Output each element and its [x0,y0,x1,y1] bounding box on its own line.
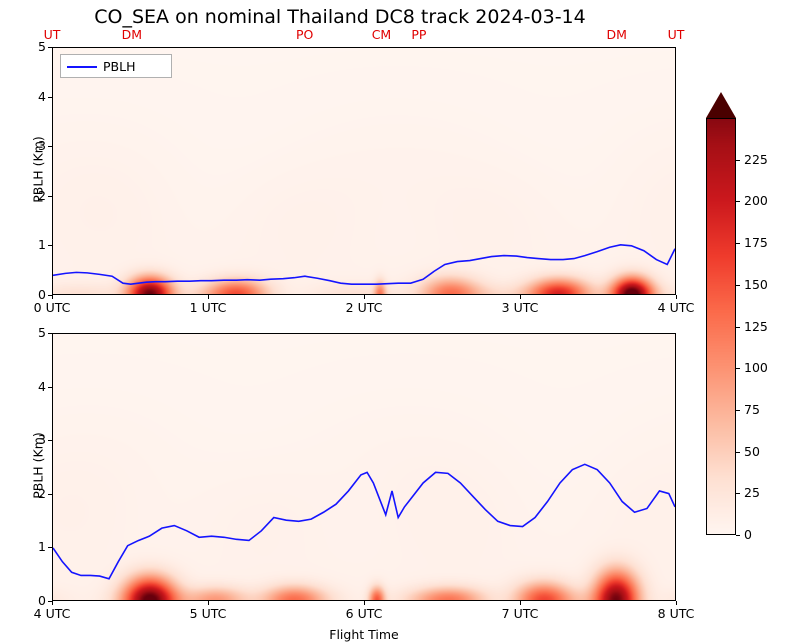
colorbar-tickmark-200 [736,201,740,203]
site-label-pp-4: PP [411,27,427,42]
page-title: CO_SEA on nominal Thailand DC8 track 202… [94,6,586,28]
xtick-bottom-2: 6 UTC [345,606,383,621]
ytick-bottom-1: 1 [38,539,46,555]
colorbar-gradient [706,118,736,535]
colorbar-tickmark-50 [736,451,740,453]
x-axis-label: Flight Time [329,627,399,642]
xtick-top-2: 2 UTC [345,300,383,315]
colorbar-tickmark-100 [736,368,740,370]
ytickmark-bottom-0 [48,601,52,602]
xtickmark-top-4 [676,295,677,299]
xtickmark-bottom-3 [520,601,521,605]
colorbar-tickmark-25 [736,493,740,495]
colorbar-tick-175: 175 [744,235,768,251]
ytickmark-bottom-5 [48,333,52,334]
xtickmark-top-3 [520,295,521,299]
site-label-ut-0: UT [43,27,61,42]
ytick-bottom-5: 5 [38,325,46,340]
xtick-bottom-4: 8 UTC [657,606,695,621]
xtickmark-top-0 [52,295,53,299]
xtick-bottom-3: 7 UTC [501,606,539,621]
site-label-ut-6: UT [667,27,685,42]
colorbar-tickmark-150 [736,284,740,286]
ytick-top-5: 5 [38,39,46,54]
colorbar-tickmark-125 [736,326,740,328]
xtick-top-3: 3 UTC [501,300,539,315]
colorbar-tick-75: 75 [744,401,760,417]
ytickmark-bottom-2 [48,493,52,495]
xtickmark-top-1 [208,295,209,299]
colorbar-tickmark-75 [736,409,740,411]
site-label-cm-3: CM [371,27,392,42]
y-axis-label-bottom: PBLH (Km) [30,432,46,499]
colorbar-tickmark-225 [736,159,740,161]
colorbar-tick-200: 200 [744,193,768,209]
ytick-top-1: 1 [38,237,46,253]
ytick-top-4: 4 [38,88,46,104]
colorbar-tickmark-0 [736,535,740,536]
ytick-bottom-0: 0 [38,593,46,608]
colorbar-tick-25: 25 [744,485,760,501]
colorbar-tick-50: 50 [744,443,760,459]
colorbar-tick-125: 125 [744,318,768,334]
colorbar-tickmark-175 [736,243,740,245]
site-label-po-2: PO [296,27,314,42]
heatmap-top [53,48,675,294]
ytickmark-bottom-3 [48,440,52,442]
ytickmark-top-4 [48,96,52,98]
ytick-top-3: 3 [38,138,46,154]
xtickmark-bottom-4 [676,601,677,605]
heatmap-bottom [53,334,675,600]
xtick-top-1: 1 UTC [189,300,227,315]
colorbar [706,92,736,535]
ytickmark-top-3 [48,146,52,148]
site-label-dm-5: DM [606,27,627,42]
xtickmark-top-2 [364,295,365,299]
xtick-top-4: 4 UTC [657,300,695,315]
colorbar-tick-0: 0 [744,527,752,542]
ytickmark-top-0 [48,295,52,296]
ytickmark-bottom-4 [48,386,52,388]
legend-line-swatch [67,66,97,68]
ytick-bottom-2: 2 [38,485,46,501]
xtick-bottom-0: 4 UTC [33,606,71,621]
legend-pblh: PBLH [60,54,172,78]
xtick-top-0: 0 UTC [33,300,71,315]
colorbar-tick-225: 225 [744,151,768,167]
ytickmark-bottom-1 [48,547,52,549]
ytickmark-top-5 [48,47,52,48]
chart-panel-bottom [52,333,676,601]
colorbar-extend-arrow [706,92,736,118]
ytick-top-0: 0 [38,287,46,302]
legend-label: PBLH [103,59,136,74]
pblh-line-top [53,48,675,294]
y-axis-label-top: PBLH (Km) [30,136,46,203]
ytick-bottom-3: 3 [38,432,46,448]
ytickmark-top-1 [48,245,52,247]
site-label-dm-1: DM [121,27,143,42]
xtick-bottom-1: 5 UTC [189,606,227,621]
pblh-line-bottom [53,334,675,600]
ytickmark-top-2 [48,195,52,197]
xtickmark-bottom-0 [52,601,53,605]
xtickmark-bottom-2 [364,601,365,605]
chart-panel-top [52,47,676,295]
xtickmark-bottom-1 [208,601,209,605]
colorbar-tick-100: 100 [744,360,768,376]
ytick-bottom-4: 4 [38,378,46,394]
ytick-top-2: 2 [38,187,46,203]
colorbar-tick-150: 150 [744,276,768,292]
